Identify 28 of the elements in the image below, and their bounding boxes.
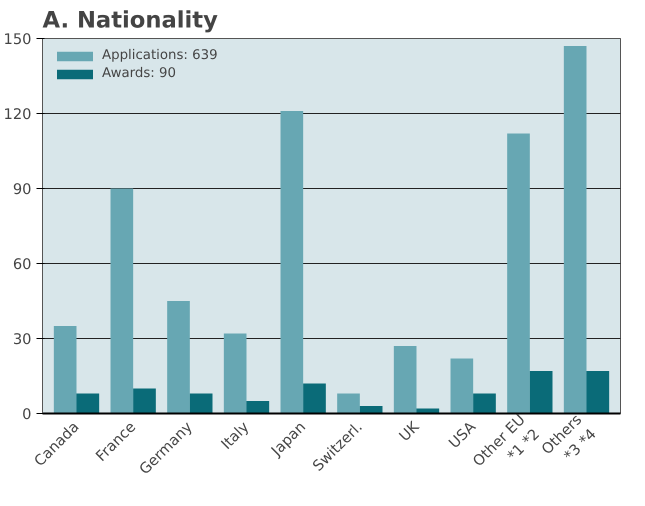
bar (54, 326, 76, 414)
bar (586, 371, 610, 414)
bar (564, 46, 586, 414)
bar (133, 388, 156, 414)
y-tick-label: 120 (4, 106, 32, 123)
legend-label: Awards: 90 (102, 66, 176, 81)
bar (110, 188, 134, 414)
bar (337, 394, 360, 414)
bar (473, 394, 496, 414)
legend-label: Applications: 639 (102, 48, 218, 63)
bar (76, 394, 100, 414)
bar (394, 346, 416, 414)
bar (450, 358, 474, 414)
x-tick-label: UK (396, 418, 423, 445)
bar (190, 394, 212, 414)
bar (167, 301, 190, 414)
bar (224, 334, 246, 414)
y-tick-label: 90 (12, 181, 32, 198)
chart-title: A. Nationality (42, 8, 218, 34)
bar (530, 371, 552, 414)
y-tick-label: 0 (22, 406, 32, 423)
y-tick-label: 150 (4, 31, 32, 48)
y-tick-label: 30 (12, 331, 32, 348)
bar (303, 384, 326, 414)
bar (246, 401, 270, 414)
bar (280, 111, 304, 414)
y-tick-label: 60 (12, 256, 32, 273)
bar (507, 134, 530, 414)
